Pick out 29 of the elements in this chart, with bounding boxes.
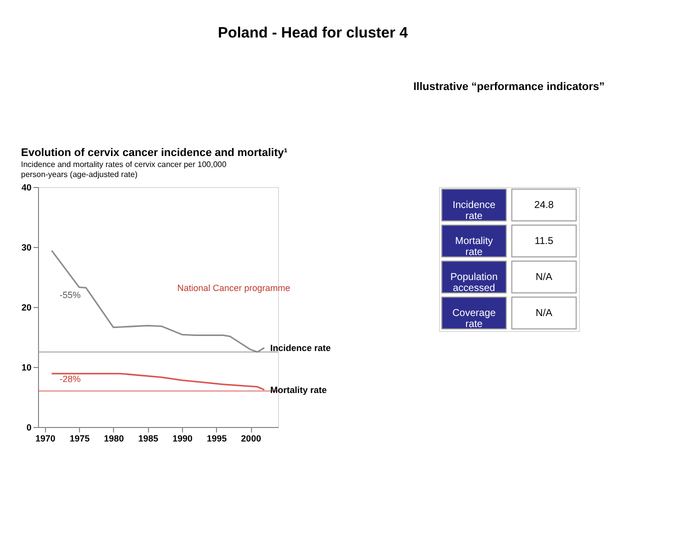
- text: 24.8: [534, 200, 554, 211]
- series-label: Mortality rate: [270, 384, 327, 395]
- text: Population accessed: [450, 272, 498, 294]
- y-tick-label: 10: [21, 362, 32, 372]
- chart-title: Evolution of cervix cancer incidence and mortality¹: [20, 147, 288, 159]
- annotation: -28%: [60, 374, 81, 384]
- x-tick-label: 1970: [35, 434, 56, 444]
- x-tick-label: 1990: [172, 434, 193, 444]
- annotation: National Cancer programme: [177, 282, 290, 293]
- text: Incidence rate: [452, 200, 496, 222]
- text: Illustrative “performance indicators”: [413, 81, 605, 93]
- chart-subtitle: Incidence and mortality rates of cervix cancer per 100,000 person-years (age-adjusted rate): [20, 160, 227, 179]
- x-tick-label: 1985: [138, 434, 158, 444]
- text: N/A: [536, 272, 553, 283]
- x-tick-label: 1980: [104, 434, 124, 444]
- x-tick-label: 1995: [206, 434, 227, 444]
- text: N/A: [536, 308, 553, 319]
- text: Coverage rate: [452, 308, 496, 330]
- x-tick-label: 2000: [241, 434, 262, 444]
- annotation: -55%: [60, 290, 81, 300]
- text: Mortality rate: [455, 236, 493, 258]
- y-tick-label: 30: [21, 242, 32, 252]
- series-label: Incidence rate: [270, 342, 331, 353]
- text: Poland - Head for cluster 4: [218, 24, 409, 42]
- y-tick-label: 0: [26, 422, 32, 432]
- text: 11.5: [534, 236, 554, 247]
- y-tick-label: 20: [21, 302, 32, 312]
- y-tick-label: 40: [21, 182, 32, 192]
- x-tick-label: 1975: [70, 434, 90, 444]
